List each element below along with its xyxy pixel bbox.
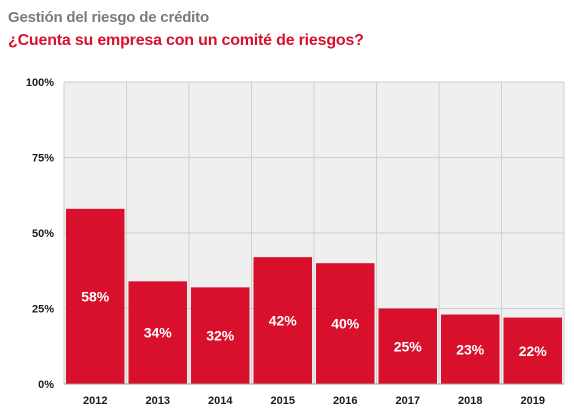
bar-2015: [253, 257, 312, 384]
data-label-2019: 22%: [519, 343, 548, 359]
chart-title: Gestión del riesgo de crédito: [8, 9, 209, 26]
data-label-2015: 42%: [269, 313, 298, 329]
bar-2013: [128, 281, 187, 384]
bar-2017: [378, 308, 437, 384]
bar-2014: [191, 287, 250, 384]
y-tick-label: 25%: [32, 304, 54, 316]
data-label-2016: 40%: [331, 316, 360, 332]
y-tick-label: 75%: [32, 153, 54, 165]
data-label-2017: 25%: [394, 338, 423, 354]
bar-2018: [441, 314, 500, 384]
chart-subtitle: ¿Cuenta su empresa con un comité de ries…: [8, 32, 364, 49]
bar-2019: [503, 317, 562, 384]
x-tick-label: 2014: [208, 395, 233, 407]
x-tick-label: 2017: [396, 395, 420, 407]
x-tick-label: 2016: [333, 395, 357, 407]
x-tick-label: 2019: [521, 395, 545, 407]
data-label-2013: 34%: [144, 325, 173, 341]
y-tick-label: 100%: [26, 77, 54, 89]
x-tick-label: 2012: [83, 395, 107, 407]
bar-2012: [66, 208, 125, 384]
x-tick-label: 2013: [146, 395, 170, 407]
data-label-2014: 32%: [206, 328, 235, 344]
data-label-2018: 23%: [456, 341, 485, 357]
bar-2016: [316, 263, 375, 384]
x-tick-label: 2018: [458, 395, 482, 407]
y-tick-label: 0%: [38, 379, 54, 391]
data-label-2012: 58%: [81, 288, 110, 304]
x-tick-label: 2015: [271, 395, 295, 407]
y-tick-label: 50%: [32, 228, 54, 240]
